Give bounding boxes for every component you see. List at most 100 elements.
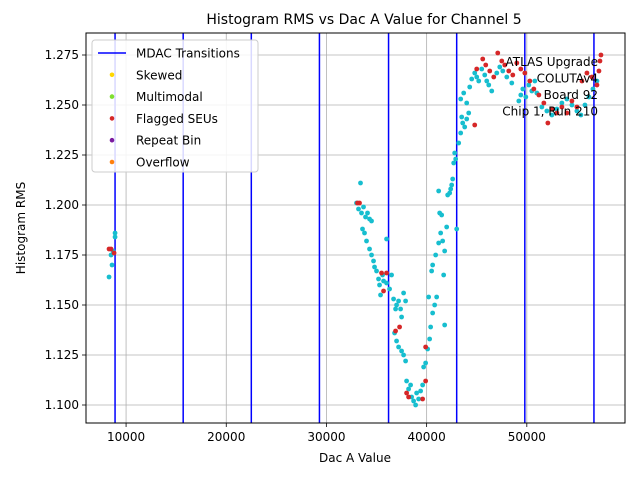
normal-point (462, 124, 468, 130)
normal-point (371, 258, 376, 264)
normal-point (564, 96, 570, 102)
normal-point (387, 286, 392, 292)
normal-point (447, 190, 453, 196)
flagged-seu-point (579, 78, 585, 84)
normal-point (428, 324, 434, 330)
normal-point (523, 94, 529, 100)
legend-label: Overflow (136, 156, 190, 170)
flagged-seu-point (381, 288, 386, 294)
y-tick-label: 1.200 (45, 198, 79, 212)
flagged-seu-point (480, 56, 486, 62)
normal-point (364, 238, 369, 244)
legend-label: MDAC Transitions (136, 47, 240, 61)
normal-point (367, 246, 372, 252)
normal-point (460, 120, 466, 126)
flagged-seu-point (474, 66, 480, 72)
normal-point (396, 344, 401, 350)
y-tick-label: 1.125 (45, 348, 79, 362)
normal-point (459, 114, 465, 120)
normal-point (426, 294, 432, 300)
legend-dot-swatch (109, 116, 115, 121)
normal-point (500, 68, 506, 74)
y-tick-label: 1.100 (45, 398, 79, 412)
normal-point (363, 214, 368, 220)
normal-point (401, 290, 406, 296)
normal-point (408, 382, 414, 388)
normal-point (469, 76, 475, 82)
normal-point (416, 396, 422, 402)
normal-point (532, 78, 538, 84)
x-axis-ticks: 10000 20000 30000 40000 50000 (107, 423, 546, 444)
normal-point (393, 306, 398, 312)
normal-point (453, 156, 459, 162)
normal-point (442, 248, 448, 254)
normal-point (479, 66, 485, 72)
y-axis-ticks: 1.100 1.125 1.150 1.175 1.200 1.225 1.250 1.275 (45, 48, 86, 412)
normal-point (420, 382, 426, 388)
normal-point (482, 72, 488, 78)
normal-point (520, 86, 526, 92)
normal-point (413, 402, 419, 408)
flagged-seu-point (597, 58, 603, 64)
normal-point (464, 100, 470, 106)
normal-point (586, 94, 592, 100)
normal-point (404, 378, 409, 384)
flagged-seu-point (423, 378, 429, 384)
flagged-seu-point (491, 74, 497, 80)
normal-point (362, 230, 367, 236)
normal-point (356, 206, 361, 212)
flagged-seu-point (598, 52, 604, 58)
normal-point (377, 282, 382, 288)
flagged-seu-point (502, 62, 508, 68)
legend-label: Skewed (136, 68, 182, 82)
normal-point (429, 268, 435, 274)
normal-point (518, 92, 524, 98)
annotation-line: COLUTAv4 (537, 72, 598, 86)
flagged-seu-point (584, 70, 590, 76)
normal-point (414, 390, 420, 396)
normal-point (106, 274, 112, 280)
chart-title: Histogram RMS vs Dac A Value for Channel… (206, 12, 521, 28)
annotation-line: Board 92 (544, 88, 598, 102)
plot-frame (85, 32, 626, 424)
annotation-line: Chip 1, Run 210 (502, 105, 598, 119)
annotation-block: ATLAS Upgrade COLUTAv4 Board 92 Chip 1, Run… (502, 55, 598, 119)
normal-point (578, 112, 584, 118)
flagged-seu-point (483, 62, 489, 68)
normal-point (384, 280, 389, 286)
flagged-seu-point (527, 78, 533, 84)
x-tick-label: 40000 (408, 430, 446, 444)
flagged-seu-point (541, 100, 547, 106)
flagged-seu-point (531, 86, 537, 92)
normal-point (486, 82, 492, 88)
normal-point (467, 84, 473, 90)
normal-point (452, 150, 458, 156)
normal-point (436, 240, 442, 246)
normal-point (472, 70, 478, 76)
normal-point (359, 210, 364, 216)
normal-point (427, 336, 433, 342)
normal-point (372, 264, 377, 270)
flagged-seu-point (472, 122, 478, 128)
flagged-seu-point (384, 270, 389, 276)
flagged-seu-point (357, 200, 362, 206)
normal-point (476, 78, 482, 84)
normal-point (454, 226, 460, 232)
normal-point (458, 96, 464, 102)
flagged-seu-point (406, 394, 411, 400)
flagged-seu-point (536, 92, 542, 98)
normal-point (109, 262, 115, 268)
normal-point (582, 102, 588, 108)
normal-point (389, 272, 394, 278)
flagged-seu-point (506, 68, 512, 74)
normal-point (403, 298, 408, 304)
normal-point (449, 182, 455, 188)
y-tick-label: 1.225 (45, 148, 79, 162)
flagged-seu-point (510, 72, 516, 78)
normal-point (451, 160, 457, 166)
flagged-seu-point (487, 68, 493, 74)
normal-point (438, 230, 444, 236)
y-tick-label: 1.275 (45, 48, 79, 62)
normal-point (418, 388, 424, 394)
